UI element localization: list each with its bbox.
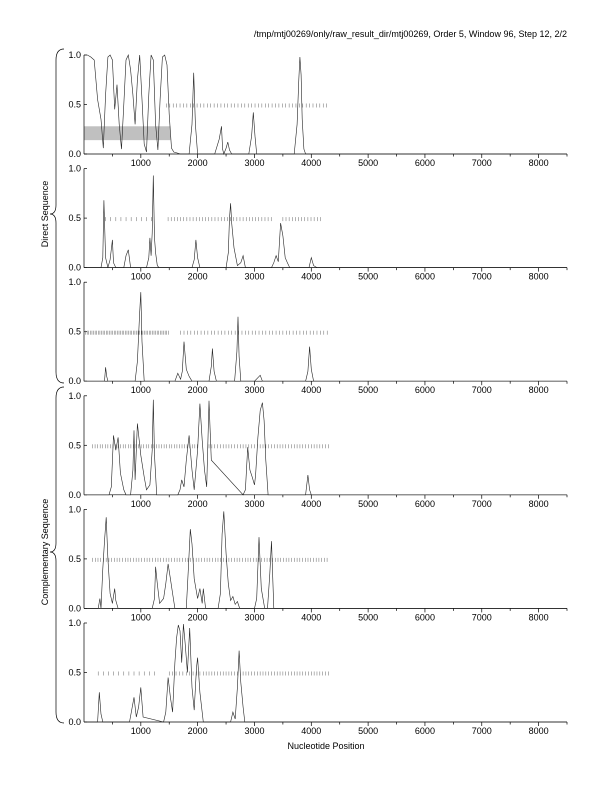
x-tick-label: 6000 [415,385,435,395]
x-tick-label: 4000 [301,158,321,168]
x-tick-label: 6000 [415,158,435,168]
y-tick-label: 0.0 [68,490,81,500]
complementary-brace [49,386,65,724]
x-tick-label: 3000 [244,158,264,168]
series-line [84,175,567,268]
x-tick-label: 3000 [244,272,264,282]
x-tick-label: 2000 [188,499,208,509]
panel-3: 0.0 0.5 1.0 1000 2000 3000 4000 5000 6000 7000 800… [68,277,568,395]
series-line [84,292,567,382]
y-tick-label: 0.0 [68,263,81,273]
x-tick-label: 2000 [188,612,208,622]
x-tick-label: 6000 [415,499,435,509]
x-tick-label: 1000 [131,385,151,395]
x-tick-label: 5000 [358,272,378,282]
series-line [84,399,567,496]
y-tick-label: 0.0 [68,603,81,613]
x-tick-label: 1000 [131,499,151,509]
page-title: /tmp/mtj00269/only/raw_result_dir/mtj002… [254,29,567,39]
y-tick-label: 1.0 [68,50,81,60]
x-tick-label: 8000 [529,499,549,509]
y-tick-label: 0.0 [68,376,81,386]
y-tick-label: 0.5 [68,100,81,110]
x-tick-label: 3000 [244,612,264,622]
x-tick-label: 6000 [415,726,435,736]
x-tick-label: 7000 [472,385,492,395]
panel-6: 0.0 0.5 1.0 1000 2000 3000 4000 5000 6000 7000 800… [68,618,568,736]
y-tick-label: 0.5 [68,327,81,337]
y-tick-label: 1.0 [68,164,81,174]
x-tick-label: 4000 [301,726,321,736]
x-tick-label: 5000 [358,612,378,622]
x-tick-label: 7000 [472,272,492,282]
y-tick-label: 0.5 [68,554,81,564]
series-line [84,511,567,609]
panel-4: 0.0 0.5 1.0 1000 2000 3000 4000 5000 6000 7000 800… [68,391,568,509]
x-tick-label: 3000 [244,499,264,509]
direct-brace [49,48,65,384]
panel-2: 0.0 0.5 1.0 1000 2000 3000 4000 5000 6000 7000 800… [68,164,568,282]
x-tick-label: 5000 [358,158,378,168]
y-tick-label: 0.5 [68,668,81,678]
x-tick-label: 8000 [529,385,549,395]
x-tick-label: 3000 [244,726,264,736]
x-tick-label: 8000 [529,612,549,622]
x-tick-label: 1000 [131,726,151,736]
highlight-region [84,126,171,141]
x-tick-label: 2000 [188,726,208,736]
x-tick-label: 1000 [131,272,151,282]
x-tick-label: 5000 [358,385,378,395]
y-tick-label: 0.5 [68,213,81,223]
x-tick-label: 4000 [301,385,321,395]
x-tick-label: 1000 [131,612,151,622]
group-braces [49,48,65,724]
y-tick-label: 0.5 [68,440,81,450]
x-tick-label: 5000 [358,726,378,736]
y-tick-label: 1.0 [68,618,81,628]
direct-sequence-label: Direct Sequence [40,181,50,248]
series-line [84,623,567,723]
y-tick-label: 1.0 [68,391,81,401]
x-tick-label: 4000 [301,499,321,509]
x-tick-label: 2000 [188,385,208,395]
series-line [84,53,567,155]
x-tick-label: 3000 [244,385,264,395]
x-tick-label: 5000 [358,499,378,509]
x-tick-label: 4000 [301,272,321,282]
complementary-sequence-label: Complementary Sequence [40,499,50,606]
y-tick-label: 1.0 [68,277,81,287]
x-tick-label: 8000 [529,726,549,736]
y-tick-label: 0.0 [68,717,81,727]
x-tick-label: 7000 [472,726,492,736]
x-tick-label: 2000 [188,158,208,168]
x-tick-label: 7000 [472,499,492,509]
x-tick-label: 7000 [472,158,492,168]
x-tick-label: 4000 [301,612,321,622]
x-tick-label: 8000 [529,158,549,168]
panel-5: 0.0 0.5 1.0 1000 2000 3000 4000 5000 6000 7000 800… [68,504,568,622]
y-tick-label: 0.0 [68,149,81,159]
x-axis-label: Nucleotide Position [287,741,364,751]
x-tick-label: 1000 [131,158,151,168]
y-tick-label: 1.0 [68,504,81,514]
x-tick-label: 2000 [188,272,208,282]
panel-1: 0.0 0.5 1.0 1000 2000 3000 4000 5000 6000 7000 800… [68,50,568,168]
x-tick-label: 7000 [472,612,492,622]
x-tick-label: 6000 [415,612,435,622]
x-tick-label: 6000 [415,272,435,282]
panels: 0.0 0.5 1.0 1000 2000 3000 4000 5000 6000 7000 800… [68,50,568,736]
x-tick-label: 8000 [529,272,549,282]
